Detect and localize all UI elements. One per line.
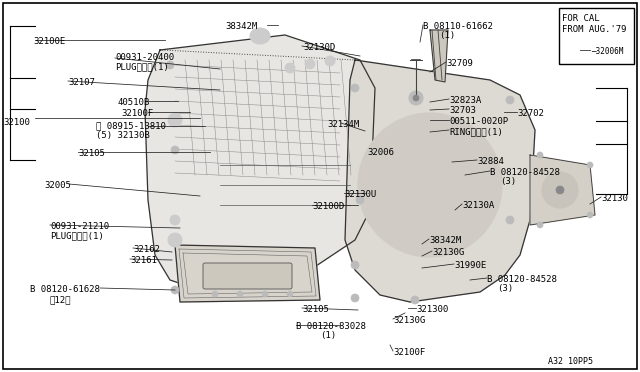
Text: 32100F: 32100F bbox=[393, 348, 425, 357]
Circle shape bbox=[351, 294, 359, 302]
Circle shape bbox=[356, 196, 364, 204]
Circle shape bbox=[168, 113, 182, 127]
Text: A32 10PP5: A32 10PP5 bbox=[548, 357, 593, 366]
Circle shape bbox=[262, 291, 268, 297]
Polygon shape bbox=[145, 35, 375, 290]
Text: 32105: 32105 bbox=[78, 149, 105, 158]
Text: B 08120-83028: B 08120-83028 bbox=[296, 322, 366, 331]
Text: 32130D: 32130D bbox=[303, 43, 335, 52]
Circle shape bbox=[351, 84, 359, 92]
Circle shape bbox=[537, 152, 543, 158]
Text: 321300: 321300 bbox=[416, 305, 448, 314]
Text: 38342M: 38342M bbox=[429, 236, 461, 245]
Text: 32130G: 32130G bbox=[432, 248, 464, 257]
Circle shape bbox=[542, 172, 578, 208]
Circle shape bbox=[351, 261, 359, 269]
Text: 00931-21210: 00931-21210 bbox=[50, 222, 109, 231]
Text: B 08110-61662: B 08110-61662 bbox=[423, 22, 493, 31]
Circle shape bbox=[587, 212, 593, 218]
Circle shape bbox=[212, 291, 218, 297]
Text: (3): (3) bbox=[497, 284, 513, 293]
Text: B 08120-84528: B 08120-84528 bbox=[490, 168, 560, 177]
Text: ⓥ 08915-13810: ⓥ 08915-13810 bbox=[96, 121, 166, 130]
Text: 32130U: 32130U bbox=[344, 190, 376, 199]
Text: 31990E: 31990E bbox=[454, 261, 486, 270]
Text: 32884: 32884 bbox=[477, 157, 504, 166]
Circle shape bbox=[506, 216, 514, 224]
Text: 32703: 32703 bbox=[449, 106, 476, 115]
Text: 32100D: 32100D bbox=[312, 202, 344, 211]
Text: 32006: 32006 bbox=[367, 148, 394, 157]
Text: 32134M: 32134M bbox=[327, 120, 359, 129]
Text: 32702: 32702 bbox=[517, 109, 544, 118]
FancyBboxPatch shape bbox=[559, 8, 634, 64]
FancyBboxPatch shape bbox=[203, 263, 292, 289]
Text: 00931-20400: 00931-20400 bbox=[115, 53, 174, 62]
Text: 32161: 32161 bbox=[130, 256, 157, 265]
Circle shape bbox=[237, 291, 243, 297]
FancyBboxPatch shape bbox=[3, 3, 637, 369]
Text: (1): (1) bbox=[320, 331, 336, 340]
Circle shape bbox=[171, 286, 179, 294]
Circle shape bbox=[170, 215, 180, 225]
Text: 40510B: 40510B bbox=[118, 98, 150, 107]
Text: 32100: 32100 bbox=[3, 118, 30, 127]
Circle shape bbox=[409, 91, 423, 105]
Text: FOR CAL: FOR CAL bbox=[562, 14, 600, 23]
Text: 32100E: 32100E bbox=[33, 37, 65, 46]
Text: B 08120-61628: B 08120-61628 bbox=[30, 285, 100, 294]
Text: (1): (1) bbox=[439, 31, 455, 40]
Text: FROM AUG.'79: FROM AUG.'79 bbox=[562, 25, 627, 34]
Polygon shape bbox=[175, 245, 320, 302]
Circle shape bbox=[325, 56, 335, 66]
Text: 32823A: 32823A bbox=[449, 96, 481, 105]
Text: 32130: 32130 bbox=[601, 194, 628, 203]
Circle shape bbox=[411, 296, 419, 304]
Circle shape bbox=[287, 291, 293, 297]
Text: 32130A: 32130A bbox=[462, 201, 494, 210]
Polygon shape bbox=[530, 155, 595, 225]
Text: 00511-0020P: 00511-0020P bbox=[449, 117, 508, 126]
Circle shape bbox=[413, 95, 419, 101]
Text: 32709: 32709 bbox=[446, 59, 473, 68]
Polygon shape bbox=[345, 60, 535, 302]
Circle shape bbox=[166, 61, 174, 69]
Text: (3): (3) bbox=[500, 177, 516, 186]
Text: 32100F: 32100F bbox=[121, 109, 153, 118]
Circle shape bbox=[587, 162, 593, 168]
Text: PLUGプラグ(1): PLUGプラグ(1) bbox=[50, 231, 104, 240]
Text: 32005: 32005 bbox=[44, 181, 71, 190]
Text: (5) 32130B: (5) 32130B bbox=[96, 131, 150, 140]
Circle shape bbox=[556, 186, 564, 194]
Circle shape bbox=[285, 63, 295, 73]
Text: 32130G: 32130G bbox=[393, 316, 425, 325]
Circle shape bbox=[506, 96, 514, 104]
Circle shape bbox=[305, 59, 315, 69]
Circle shape bbox=[168, 233, 182, 247]
Text: B 08120-84528: B 08120-84528 bbox=[487, 275, 557, 284]
Text: ＜12＞: ＜12＞ bbox=[50, 295, 72, 304]
Polygon shape bbox=[430, 30, 448, 82]
Circle shape bbox=[358, 113, 502, 257]
Text: PLUGプラグ(1): PLUGプラグ(1) bbox=[115, 62, 169, 71]
Ellipse shape bbox=[250, 28, 270, 44]
Text: 32162: 32162 bbox=[133, 245, 160, 254]
Text: 38342M: 38342M bbox=[225, 22, 257, 31]
Circle shape bbox=[171, 146, 179, 154]
Text: 32107: 32107 bbox=[68, 78, 95, 87]
Text: RINGリング(1): RINGリング(1) bbox=[449, 127, 503, 136]
Text: ─32006M: ─32006M bbox=[591, 48, 623, 57]
Text: 32105: 32105 bbox=[302, 305, 329, 314]
Circle shape bbox=[171, 236, 179, 244]
Circle shape bbox=[537, 222, 543, 228]
